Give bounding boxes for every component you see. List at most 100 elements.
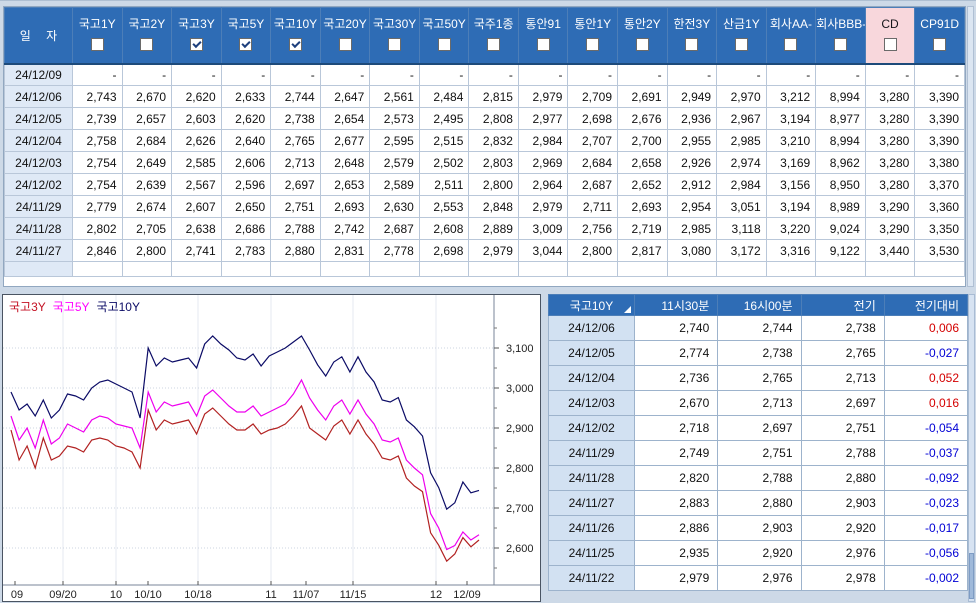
- rate-cell: -: [221, 64, 271, 86]
- column-header-CP91D[interactable]: CP91D: [915, 8, 965, 64]
- quote-header-11시30분[interactable]: 11시30분: [635, 295, 718, 316]
- rate-cell: 2,495: [419, 108, 469, 130]
- rate-cell: 2,751: [271, 196, 321, 218]
- rate-cell: 3,194: [766, 196, 816, 218]
- quote-header-전기대비[interactable]: 전기대비: [884, 295, 967, 316]
- rate-cell: 2,630: [370, 196, 420, 218]
- value-1130: 2,670: [635, 391, 718, 416]
- rate-cell: 2,783: [221, 240, 271, 262]
- column-header-국고5Y[interactable]: 국고5Y: [221, 8, 271, 64]
- rates-scrollbar[interactable]: [967, 6, 974, 287]
- rate-cell: [320, 262, 370, 277]
- checkbox-통안1Y[interactable]: [586, 38, 599, 51]
- rate-cell: [816, 262, 866, 277]
- column-header-국고50Y[interactable]: 국고50Y: [419, 8, 469, 64]
- value-prev: 2,738: [801, 316, 884, 341]
- column-header-국고20Y[interactable]: 국고20Y: [320, 8, 370, 64]
- value-change: -0,023: [884, 491, 967, 516]
- checkbox-cell: [915, 38, 964, 62]
- checkbox-국고3Y[interactable]: [190, 38, 203, 51]
- column-header-국고10Y[interactable]: 국고10Y: [271, 8, 321, 64]
- rate-cell: 2,936: [667, 108, 717, 130]
- checkbox-국고10Y[interactable]: [289, 38, 302, 51]
- column-header-국고2Y[interactable]: 국고2Y: [122, 8, 172, 64]
- value-1600: 2,697: [718, 416, 801, 441]
- column-header-통안1Y[interactable]: 통안1Y: [568, 8, 618, 64]
- column-header-회사AA-[interactable]: 회사AA-: [766, 8, 816, 64]
- scrollbar-thumb[interactable]: [969, 553, 974, 599]
- rate-cell: 2,511: [419, 174, 469, 196]
- rate-cell: 2,765: [271, 130, 321, 152]
- quote-header-16시00분[interactable]: 16시00분: [718, 295, 801, 316]
- quote-title-header[interactable]: 국고10Y: [549, 295, 635, 316]
- checkbox-회사BBB-[interactable]: [834, 38, 847, 51]
- rate-cell: 2,589: [370, 174, 420, 196]
- checkbox-cell: [866, 38, 915, 62]
- column-header-국고3Y[interactable]: 국고3Y: [172, 8, 222, 64]
- value-1600: 2,788: [718, 466, 801, 491]
- checkbox-산금1Y[interactable]: [735, 38, 748, 51]
- rate-cell: 3,370: [915, 174, 965, 196]
- quote-date: 24/12/03: [549, 391, 635, 416]
- rate-cell: 3,172: [717, 240, 767, 262]
- value-change: -0,027: [884, 341, 967, 366]
- checkbox-cell: [519, 38, 568, 62]
- rate-cell: -: [419, 64, 469, 86]
- column-header-통안2Y[interactable]: 통안2Y: [618, 8, 668, 64]
- checkbox-국고5Y[interactable]: [239, 38, 252, 51]
- value-1600: 2,920: [718, 541, 801, 566]
- rate-cell: 9,024: [816, 218, 866, 240]
- rate-cell: 2,977: [518, 108, 568, 130]
- checkbox-cell: [370, 38, 419, 62]
- column-header-국주1종[interactable]: 국주1종: [469, 8, 519, 64]
- checkbox-국고20Y[interactable]: [339, 38, 352, 51]
- rate-cell: 2,653: [320, 174, 370, 196]
- checkbox-CD[interactable]: [884, 38, 897, 51]
- chart-legend: 국고3Y국고5Y국고10Y: [9, 298, 147, 315]
- rate-cell: 2,573: [370, 108, 420, 130]
- value-1600: 2,765: [718, 366, 801, 391]
- rate-cell: 2,626: [172, 130, 222, 152]
- quote-date: 24/11/28: [549, 466, 635, 491]
- rate-cell: 8,962: [816, 152, 866, 174]
- quote-header-전기[interactable]: 전기: [801, 295, 884, 316]
- rate-cell: 2,606: [221, 152, 271, 174]
- checkbox-CP91D[interactable]: [933, 38, 946, 51]
- quote-scrollbar[interactable]: [968, 294, 975, 602]
- rate-cell: [766, 262, 816, 277]
- checkbox-국고2Y[interactable]: [140, 38, 153, 51]
- column-header-국고30Y[interactable]: 국고30Y: [370, 8, 420, 64]
- checkbox-통안91[interactable]: [537, 38, 550, 51]
- column-label: 국주1종: [469, 8, 518, 38]
- column-header-국고1Y[interactable]: 국고1Y: [73, 8, 123, 64]
- rate-cell: 2,979: [518, 196, 568, 218]
- quote-date: 24/11/29: [549, 441, 635, 466]
- rate-cell: 2,754: [73, 152, 123, 174]
- rate-cell: 2,970: [717, 86, 767, 108]
- rate-cell: -: [717, 64, 767, 86]
- checkbox-국고1Y[interactable]: [91, 38, 104, 51]
- rate-cell: 3,290: [865, 196, 915, 218]
- quote-row: 24/11/282,8202,7882,880-0,092: [549, 466, 968, 491]
- rate-cell: 2,620: [221, 108, 271, 130]
- column-header-CD[interactable]: CD: [865, 8, 915, 64]
- column-header-통안91[interactable]: 통안91: [518, 8, 568, 64]
- rates-header-row: 일 자 국고1Y국고2Y국고3Y국고5Y국고10Y국고20Y국고30Y국고50Y…: [5, 8, 965, 64]
- column-header-산금1Y[interactable]: 산금1Y: [717, 8, 767, 64]
- checkbox-통안2Y[interactable]: [636, 38, 649, 51]
- checkbox-회사AA-[interactable]: [784, 38, 797, 51]
- column-header-한전3Y[interactable]: 한전3Y: [667, 8, 717, 64]
- rate-cell: 3,220: [766, 218, 816, 240]
- rate-cell: 8,994: [816, 86, 866, 108]
- checkbox-cell: [618, 38, 667, 62]
- checkbox-국주1종[interactable]: [487, 38, 500, 51]
- row-date: [5, 262, 73, 277]
- rate-cell: 2,738: [271, 108, 321, 130]
- value-1130: 2,749: [635, 441, 718, 466]
- rate-cell: -: [667, 64, 717, 86]
- checkbox-한전3Y[interactable]: [685, 38, 698, 51]
- column-header-회사BBB-[interactable]: 회사BBB-: [816, 8, 866, 64]
- checkbox-국고30Y[interactable]: [388, 38, 401, 51]
- checkbox-국고50Y[interactable]: [438, 38, 451, 51]
- column-label: 국고30Y: [370, 8, 419, 38]
